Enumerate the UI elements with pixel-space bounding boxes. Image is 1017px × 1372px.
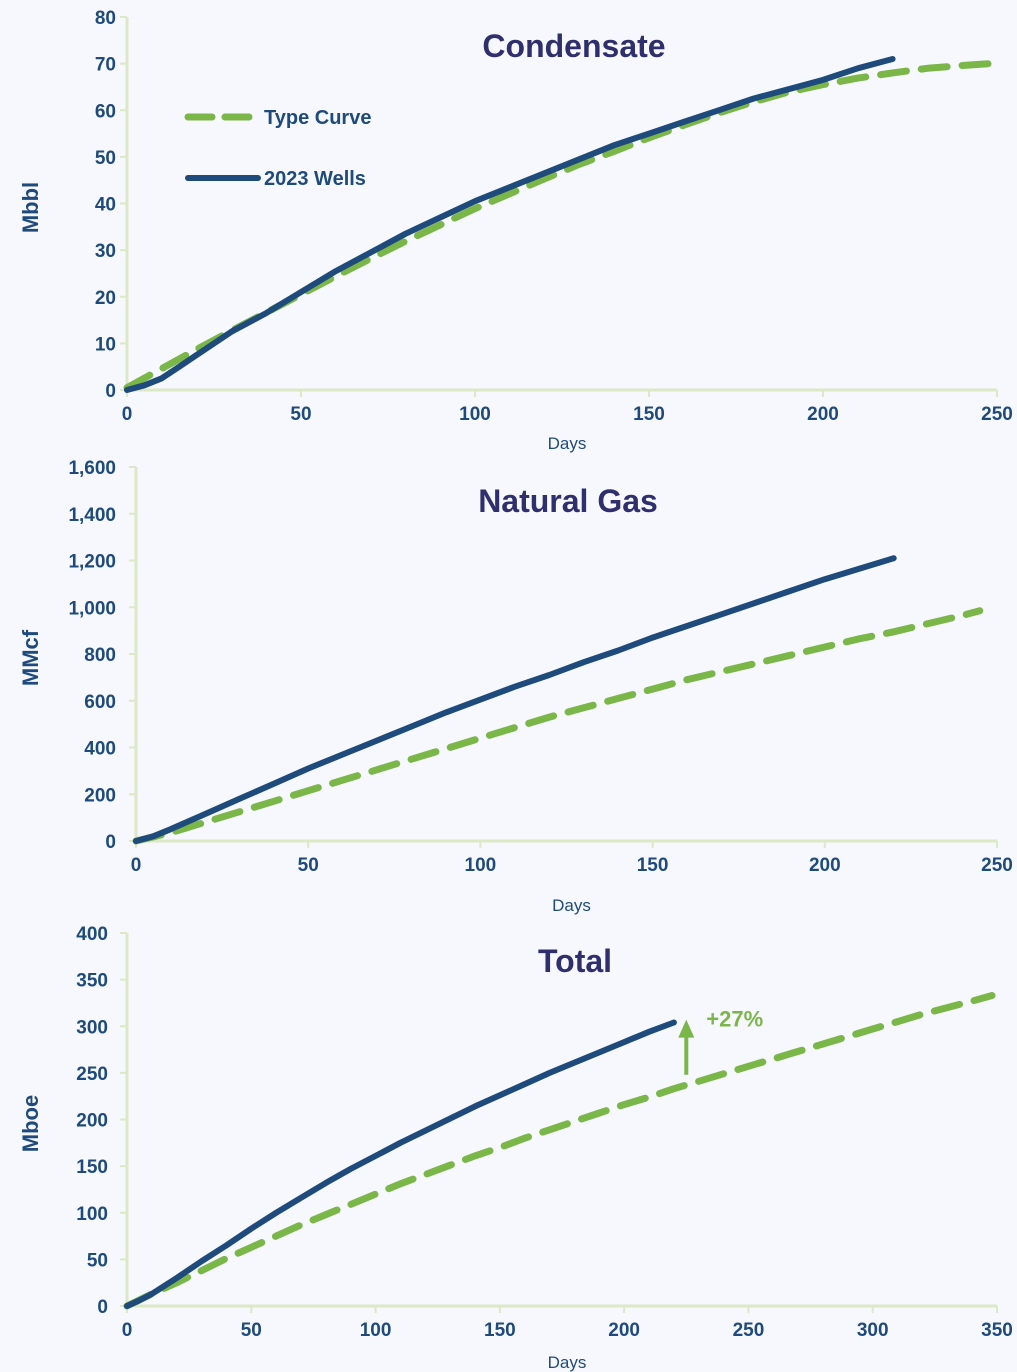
natural-gas-y-tick-label: 800 [84,645,116,666]
total-y-tick-label: 400 [76,924,108,945]
condensate-x-tick-label: 0 [122,404,133,425]
total-x-tick-label: 350 [981,1320,1013,1341]
natural-gas-y-tick-label: 600 [84,692,116,713]
natural-gas-type-curve-line [132,607,984,845]
total-y-tick-label: 50 [87,1250,108,1271]
total-x-tick-label: 0 [122,1320,133,1341]
condensate-x-tick-label: 250 [981,404,1013,425]
natural-gas-y-tick-label: 400 [84,739,116,760]
total-y-tick-label: 250 [76,1064,108,1085]
total-x-tick-label: 50 [241,1320,262,1341]
condensate-y-tick-label: 20 [95,288,116,309]
natural-gas-y-tick-label: 0 [105,832,116,853]
condensate-y-tick-label: 50 [95,148,116,169]
condensate-type-curve-line [123,60,994,392]
total-type-curve-line [123,992,996,1310]
natural-gas-y-tick-label: 1,200 [68,552,116,573]
total-y-axis-label: Mboe [18,1095,43,1152]
natural-gas-y-tick-label: 1,000 [68,598,116,619]
condensate-2023-wells-line [124,56,896,393]
natural-gas-chart-title: Natural Gas [478,483,658,519]
natural-gas-2023-wells-line [133,555,897,844]
condensate-chart: 0 10 20 30 40 50 60 70 80 0 50 100 150 200 250 Days Mbbl… [18,8,1013,453]
total-y-tick-label: 350 [76,971,108,992]
condensate-x-tick-label: 50 [290,404,311,425]
natural-gas-y-tick-label: 1,400 [68,505,116,526]
total-increase-label: +27% [706,1007,763,1032]
total-2023-wells-line [124,1019,677,1309]
natural-gas-chart: 0 200 400 600 800 1,000 1,200 1,400 1,600 0 50 100 1… [18,458,1013,915]
condensate-y-tick-label: 30 [95,241,116,262]
total-x-tick-label: 300 [857,1320,889,1341]
natural-gas-y-axis-label: MMcf [18,629,43,686]
total-y-tick-label: 300 [76,1017,108,1038]
legend-type-curve-label: Type Curve [264,107,371,129]
total-chart-title: Total [538,943,612,979]
natural-gas-x-tick-label: 250 [981,855,1013,876]
condensate-chart-title: Condensate [482,28,665,64]
natural-gas-y-tick-label: 1,600 [68,458,116,479]
condensate-y-axis-label: Mbbl [18,182,43,233]
total-increase-arrow-head [678,1019,695,1038]
condensate-x-tick-label: 150 [633,404,665,425]
natural-gas-x-tick-label: 100 [465,855,497,876]
total-x-tick-label: 250 [733,1320,765,1341]
natural-gas-y-tick-label: 200 [84,785,116,806]
condensate-y-tick-label: 80 [95,8,116,29]
condensate-y-tick-label: 0 [105,381,116,402]
condensate-y-tick-label: 70 [95,55,116,76]
natural-gas-x-tick-label: 50 [298,855,319,876]
legend-wells-label: 2023 Wells [264,168,366,190]
legend: Type Curve 2023 Wells [184,107,371,190]
condensate-x-tick-label: 200 [807,404,839,425]
total-x-axis-label: Days [548,1353,587,1372]
natural-gas-x-axis-label: Days [552,896,591,915]
condensate-y-tick-label: 40 [95,195,116,216]
total-y-tick-label: 150 [76,1157,108,1178]
total-x-tick-label: 150 [484,1320,516,1341]
natural-gas-x-tick-label: 200 [809,855,841,876]
total-x-tick-label: 100 [360,1320,392,1341]
natural-gas-x-tick-label: 0 [131,855,142,876]
natural-gas-x-tick-label: 150 [637,855,669,876]
condensate-x-axis-label: Days [548,434,587,453]
condensate-y-tick-label: 10 [95,334,116,355]
total-y-tick-label: 100 [76,1204,108,1225]
total-x-tick-label: 200 [608,1320,640,1341]
total-y-tick-label: 200 [76,1111,108,1132]
total-y-tick-label: 0 [97,1297,108,1318]
condensate-x-tick-label: 100 [459,404,491,425]
condensate-y-tick-label: 60 [95,101,116,122]
total-chart: 0 50 100 150 200 250 300 350 400 0 50 100 150 200 250 3… [18,924,1013,1372]
